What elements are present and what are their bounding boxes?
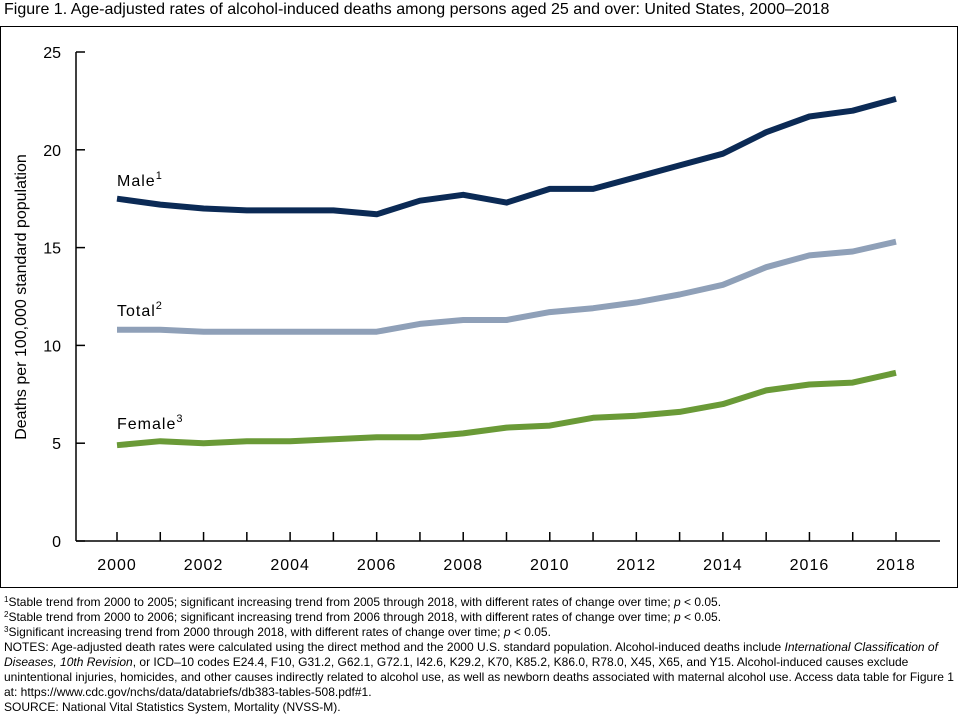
footnote-marker: 2 [4,610,9,619]
axes: 0 5 10 15 20 25 2000 2002 2004 2006 2008 2010 2012 20… [43,45,940,574]
chart-frame [0,26,958,588]
y-tick-label: 10 [43,338,61,355]
series-label-female: Female3 [117,413,183,433]
footnote-tail: < 0.05. [680,595,722,609]
x-tick-label: 2002 [184,557,224,574]
series-line-male [116,96,897,218]
series-line-female [116,369,897,449]
x-tick-label: 2008 [443,557,483,574]
notes-paragraph: NOTES: Age-adjusted death rates were cal… [4,640,954,700]
x-tick-label: 2016 [790,557,830,574]
series-label-footnote: 1 [156,170,163,182]
series-label-footnote: 2 [156,300,163,312]
x-tick-label: 2004 [270,557,310,574]
series-label-male: Male1 [117,170,163,190]
p-symbol: p [503,625,511,639]
p-symbol: p [673,595,681,609]
series-label-footnote: 3 [176,413,183,425]
x-tick-label: 2006 [357,557,397,574]
x-tick-label: 2000 [97,557,137,574]
footnote-1: 1Stable trend from 2000 to 2005; signifi… [4,595,954,610]
series-lines [116,96,897,449]
y-tick-label: 15 [43,241,61,258]
footnote-marker: 1 [4,595,9,604]
footnote-tail: < 0.05. [510,625,551,639]
notes-icd-title: International Classification of Diseases… [4,640,938,669]
series-label-name: Male [117,173,156,190]
series-label-name: Female [117,416,176,433]
y-tick-label: 25 [43,45,61,62]
x-tick-label: 2012 [617,557,657,574]
p-symbol: p [673,610,681,624]
notes-text-a: NOTES: Age-adjusted death rates were cal… [4,640,785,654]
figure-notes: 1Stable trend from 2000 to 2005; signifi… [4,595,954,715]
notes-text-b: , or ICD–10 codes E24.4, F10, G31.2, G62… [4,655,954,699]
series-line-total [117,238,897,335]
series-labels: Male1 Total2 Female3 [117,170,183,433]
y-tick-label: 20 [43,143,61,160]
y-tick-label: 5 [52,436,61,453]
x-tick-label: 2010 [530,557,570,574]
footnote-tail: < 0.05. [680,610,722,624]
y-tick-label: 0 [52,534,61,551]
footnote-text: Stable trend from 2000 to 2006; signific… [8,610,674,624]
series-label-total: Total2 [117,300,163,320]
footnote-marker: 3 [4,625,9,634]
footnote-2: 2Stable trend from 2000 to 2006; signifi… [4,610,954,625]
x-tick-label: 2018 [876,557,916,574]
footnote-text: Stable trend from 2000 to 2005; signific… [8,595,674,609]
series-label-name: Total [117,303,156,320]
footnote-text: Significant increasing trend from 2000 t… [8,625,504,639]
figure-title: Figure 1. Age-adjusted rates of alcohol-… [4,1,830,18]
footnote-3: 3Significant increasing trend from 2000 … [4,625,954,640]
source-line: SOURCE: National Vital Statistics System… [4,700,341,714]
y-axis-label: Deaths per 100,000 standard population [13,154,30,440]
line-chart: 0 5 10 15 20 25 2000 2002 2004 2006 2008 2010 2012 20… [13,45,940,574]
x-tick-label: 2014 [703,557,743,574]
